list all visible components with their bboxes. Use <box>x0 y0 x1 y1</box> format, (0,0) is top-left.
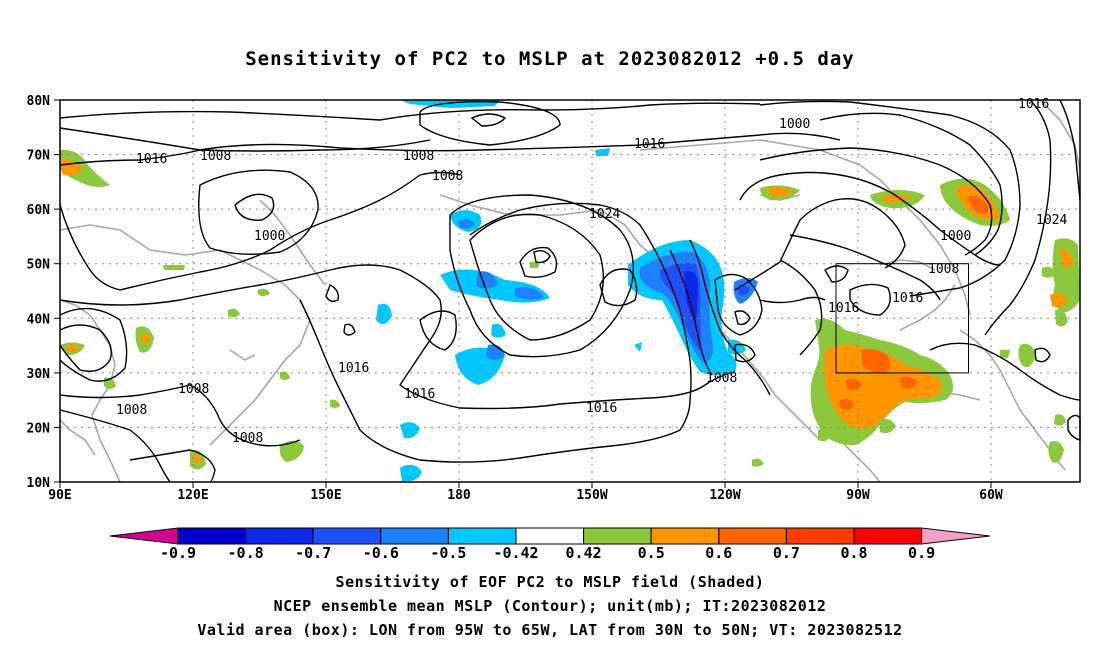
colorbar-label: 0.42 <box>566 544 602 562</box>
contour-label: 1024 <box>1036 213 1067 228</box>
mslp-contours <box>59 99 1081 483</box>
lon-label: 120W <box>709 488 740 503</box>
lon-label: 90W <box>846 488 870 503</box>
contour-label: 1016 <box>404 387 435 402</box>
caption-line-1: Sensitivity of EOF PC2 to MSLP field (Sh… <box>335 573 765 591</box>
colorbar-bin <box>380 527 449 545</box>
map-frame <box>59 99 1081 483</box>
positive-sensitivity-areas <box>60 149 1080 470</box>
colorbar-label: 0.9 <box>908 544 935 562</box>
lat-label: 30N <box>27 367 51 382</box>
lat-ticks <box>54 99 60 483</box>
colorbar-label: 0.7 <box>773 544 800 562</box>
lat-labels: 80N 70N 60N 50N 40N 30N 20N 10N <box>27 94 51 491</box>
contour-label: 1008 <box>116 403 147 418</box>
colorbar-bin <box>515 527 585 545</box>
contour-label: 1008 <box>928 262 959 277</box>
colorbar-bin <box>650 527 720 545</box>
contour-label: 1000 <box>254 229 285 244</box>
colorbar-bin <box>853 527 923 545</box>
sensitivity-shading <box>60 100 1080 482</box>
colorbar-bin <box>312 527 382 545</box>
lon-labels: 90E 120E 150E 180 150W 120W 90W 60W <box>48 488 1003 503</box>
colorbar-label: 0.8 <box>840 544 867 562</box>
colorbar-bin <box>583 527 652 545</box>
lat-label: 80N <box>27 94 51 109</box>
colorbar-label: 0.6 <box>705 544 732 562</box>
negative-sensitivity-areas <box>376 100 758 482</box>
lat-label: 20N <box>27 421 51 436</box>
caption-line-2: NCEP ensemble mean MSLP (Contour); unit(… <box>273 597 827 615</box>
lat-label: 60N <box>27 203 51 218</box>
lat-label: 50N <box>27 258 51 273</box>
lon-label: 150W <box>576 488 607 503</box>
lon-label: 180 <box>447 488 471 503</box>
contour-label: 1008 <box>432 169 463 184</box>
lon-ticks <box>59 482 992 488</box>
colorbar-label: -0.6 <box>363 544 399 562</box>
colorbar-label: 0.5 <box>638 544 665 562</box>
lon-label: 90E <box>48 488 71 503</box>
colorbar: -0.9 -0.8 -0.7 -0.6 -0.5 -0.42 0.42 0.5 … <box>109 527 991 562</box>
contour-label: 1016 <box>892 291 923 306</box>
colorbar-left-end <box>109 527 179 545</box>
gridlines <box>60 100 1080 482</box>
contour-label: 1024 <box>589 207 620 222</box>
lon-label: 120E <box>177 488 208 503</box>
contour-label: 1016 <box>338 361 369 376</box>
colorbar-bin <box>785 527 855 545</box>
contour-label: 1008 <box>200 149 231 164</box>
lat-label: 70N <box>27 149 51 164</box>
colorbar-bin <box>245 527 314 545</box>
colorbar-label: -0.5 <box>430 544 466 562</box>
colorbar-label: -0.42 <box>493 544 538 562</box>
colorbar-bin <box>177 527 247 545</box>
contour-label: 1016 <box>634 137 665 152</box>
contour-label: 1008 <box>706 371 737 386</box>
contour-label: 1008 <box>232 431 263 446</box>
contour-label: 1008 <box>178 382 209 397</box>
contour-label: 1008 <box>403 149 434 164</box>
contour-label: 1016 <box>136 152 167 167</box>
colorbar-label: -0.7 <box>295 544 331 562</box>
colorbar-bin <box>447 527 517 545</box>
colorbar-label: -0.8 <box>228 544 264 562</box>
contour-label: 1016 <box>586 401 617 416</box>
lon-label: 150E <box>310 488 341 503</box>
plot-title: Sensitivity of PC2 to MSLP at 2023082012… <box>245 48 855 70</box>
caption-line-3: Valid area (box): LON from 95W to 65W, L… <box>197 621 903 639</box>
contour-label: 1000 <box>940 229 971 244</box>
colorbar-right-end <box>921 527 991 545</box>
contour-label: 1000 <box>779 117 810 132</box>
lat-label: 10N <box>27 476 51 491</box>
valid-area-box <box>835 263 969 374</box>
contour-label: 1016 <box>828 301 859 316</box>
colorbar-bin <box>718 527 787 545</box>
lat-label: 40N <box>27 312 51 327</box>
lon-label: 60W <box>979 488 1003 503</box>
colorbar-label: -0.9 <box>160 544 196 562</box>
